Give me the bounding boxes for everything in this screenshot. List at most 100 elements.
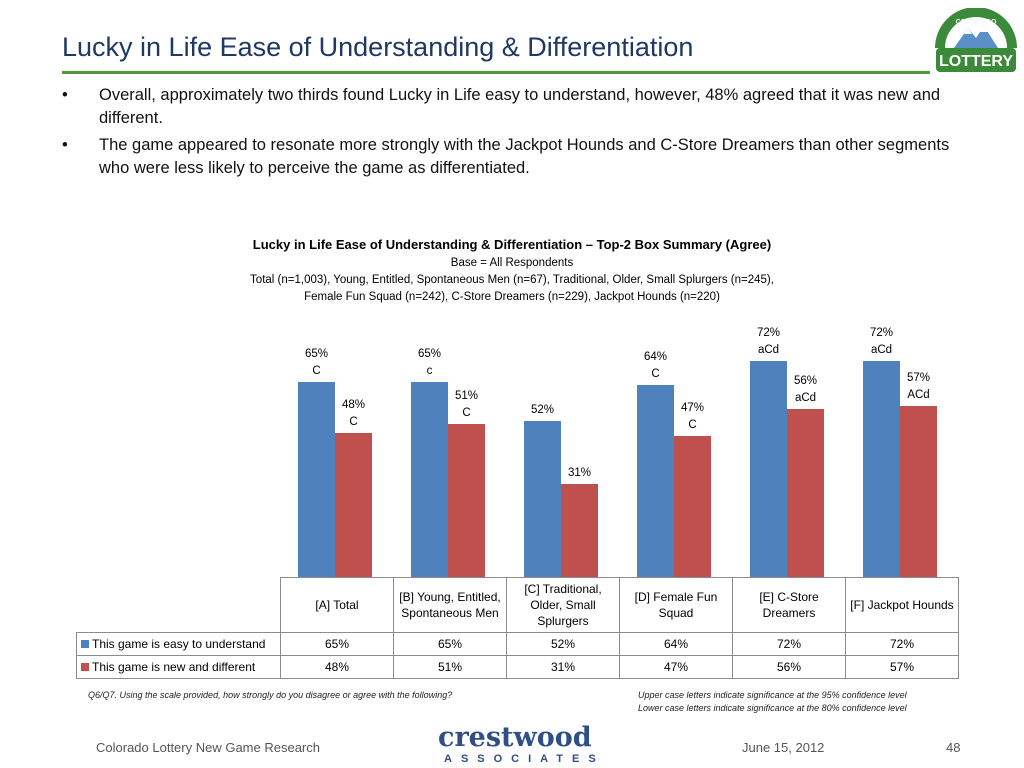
category-header-line: [E] C-Store [759, 590, 819, 604]
significance-label: aCd [795, 392, 816, 404]
bar-value-label: 31% [568, 467, 591, 479]
significance-label: C [312, 365, 320, 377]
table-cell: 51% [393, 655, 507, 679]
significance-label: aCd [871, 344, 892, 356]
series-name: This game is easy to understand [92, 637, 266, 651]
significance-label: ACd [907, 389, 929, 401]
category-header: [C] Traditional, Older, Small Splurgers [506, 577, 620, 633]
bar-value-label: 51% [455, 390, 478, 402]
significance-label: c [427, 365, 433, 377]
logo-name: LOTTERY [939, 53, 1013, 70]
bar-new-and-different [335, 433, 372, 577]
table-cell: 72% [732, 632, 846, 656]
category-header-line: Older, Small [530, 598, 596, 612]
significance-note-upper: Upper case letters indicate significance… [638, 690, 907, 700]
table-cell: 52% [506, 632, 620, 656]
category-header-line: [B] Young, Entitled, [399, 590, 501, 604]
chart-subtitle-line: Female Fun Squad (n=242), C-Store Dreame… [304, 291, 720, 303]
legend-key-easy [81, 640, 89, 648]
category-header: [E] C-Store Dreamers [732, 577, 846, 633]
bullet-glyph: • [62, 86, 68, 104]
significance-label: C [349, 416, 357, 428]
bullet-glyph: • [62, 136, 68, 154]
table-cell: 47% [619, 655, 733, 679]
table-corner [76, 577, 281, 633]
brand-name: crestwood [438, 722, 592, 753]
bullet-item: • Overall, approximately two thirds foun… [62, 84, 962, 130]
bar-new-and-different [561, 484, 598, 577]
title-divider [62, 71, 930, 74]
bar-new-and-different [674, 436, 711, 577]
category-header-line: Dreamers [762, 606, 816, 620]
footer-date: June 15, 2012 [742, 740, 825, 755]
table-cell: 72% [845, 632, 959, 656]
bar-value-label: 65% [418, 348, 441, 360]
colorado-lottery-logo: LOTTERY COLORADO [935, 8, 1017, 72]
category-header-line: Spontaneous Men [401, 606, 499, 620]
table-cell: 31% [506, 655, 620, 679]
series-name: This game is new and different [92, 660, 256, 674]
table-cell: 57% [845, 655, 959, 679]
category-header-line: [C] Traditional, [524, 582, 602, 596]
significance-label: C [651, 368, 659, 380]
bullet-text: Overall, approximately two thirds found … [99, 86, 941, 127]
bar-value-label: 65% [305, 348, 328, 360]
table-row: This game is new and different 48% 51% 3… [76, 655, 959, 679]
legend-key-new [81, 663, 89, 671]
bar-value-label: 72% [757, 327, 780, 339]
category-header: [D] Female Fun Squad [619, 577, 733, 633]
table-row: This game is easy to understand 65% 65% … [76, 632, 959, 656]
bar-new-and-different [900, 406, 937, 577]
bar-easy-to-understand [750, 361, 787, 577]
bullet-list: • Overall, approximately two thirds foun… [62, 84, 962, 184]
bar-easy-to-understand [298, 382, 335, 577]
brand-sub: ASSOCIATES [444, 753, 605, 765]
footer-project: Colorado Lottery New Game Research [96, 740, 320, 755]
table-header-row: [A] Total [B] Young, Entitled, Spontaneou… [76, 577, 959, 633]
bar-value-label: 52% [531, 404, 554, 416]
table-cell: 65% [280, 632, 394, 656]
page-number: 48 [946, 740, 961, 755]
category-header: [B] Young, Entitled, Spontaneous Men [393, 577, 507, 633]
bar-value-label: 56% [794, 375, 817, 387]
bar-value-label: 64% [644, 351, 667, 363]
bar-easy-to-understand [637, 385, 674, 577]
table-cell: 48% [280, 655, 394, 679]
bar-new-and-different [787, 409, 824, 577]
bullet-item: • The game appeared to resonate more str… [62, 134, 962, 180]
bar-easy-to-understand [863, 361, 900, 577]
bar-value-label: 48% [342, 399, 365, 411]
bar-new-and-different [448, 424, 485, 577]
table-cell: 65% [393, 632, 507, 656]
category-header-line: [D] Female Fun [634, 590, 718, 604]
chart-subtitle-line: Total (n=1,003), Young, Entitled, Sponta… [250, 274, 774, 286]
chart-data-table: [A] Total [B] Young, Entitled, Spontaneou… [76, 577, 959, 679]
bar-value-label: 47% [681, 402, 704, 414]
significance-label: C [462, 407, 470, 419]
slide-title: Lucky in Life Ease of Understanding & Di… [62, 32, 694, 62]
table-cell: 64% [619, 632, 733, 656]
logo-arc-text: COLORADO [956, 19, 997, 26]
significance-label: C [688, 419, 696, 431]
category-header-line: Splurgers [537, 614, 589, 628]
bar-value-label: 72% [870, 327, 893, 339]
bar-value-label: 57% [907, 372, 930, 384]
category-header-line: Squad [658, 606, 694, 620]
table-cell: 56% [732, 655, 846, 679]
bar-easy-to-understand [411, 382, 448, 577]
category-header: [A] Total [280, 577, 394, 633]
category-header-line: [F] Jackpot Hounds [850, 598, 954, 612]
significance-note-lower: Lower case letters indicate significance… [638, 703, 907, 713]
category-header-line: [A] Total [315, 598, 359, 612]
chart-title: Lucky in Life Ease of Understanding & Di… [252, 237, 772, 252]
chart-subtitle-line: Base = All Respondents [450, 257, 574, 269]
question-footnote: Q6/Q7. Using the scale provided, how str… [88, 690, 453, 700]
bar-easy-to-understand [524, 421, 561, 577]
crestwood-logo: crestwood ASSOCIATES [438, 722, 605, 766]
series-legend-cell: This game is new and different [76, 655, 281, 679]
bullet-text: The game appeared to resonate more stron… [99, 136, 950, 177]
series-legend-cell: This game is easy to understand [76, 632, 281, 656]
significance-label: aCd [758, 344, 779, 356]
category-header: [F] Jackpot Hounds [845, 577, 959, 633]
